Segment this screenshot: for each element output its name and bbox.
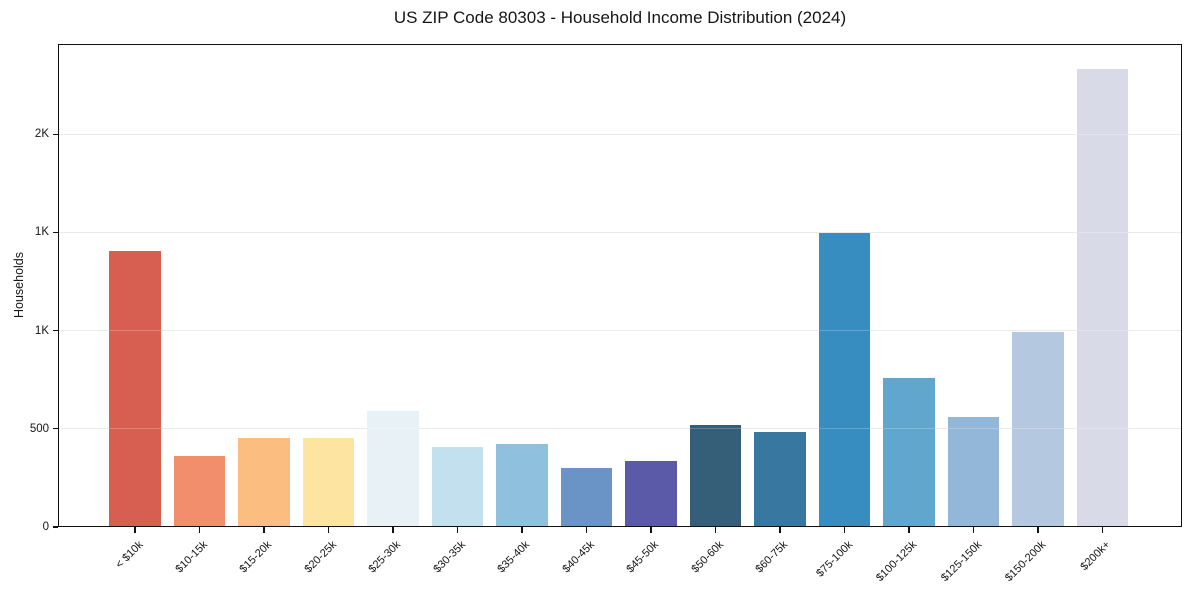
x-tick-mark (1101, 527, 1104, 533)
x-tick-mark (843, 527, 846, 533)
gridline-overlay (58, 133, 1182, 135)
x-tick-label: $150-200k (1002, 538, 1049, 585)
x-tick-mark (198, 527, 201, 533)
x-tick-mark (779, 527, 781, 533)
x-tick-label: $25-30k (366, 538, 404, 576)
x-tick-mark (972, 527, 975, 533)
chart-title: US ZIP Code 80303 - Household Income Dis… (393, 8, 847, 27)
x-tick-label: $100-125k (873, 538, 920, 585)
bar (431, 446, 484, 527)
y-tick-label: 1K (34, 226, 49, 239)
y-tick-mark (52, 231, 58, 234)
plot-area (58, 44, 1182, 527)
y-tick-label: 1K (34, 324, 49, 337)
bar (1076, 68, 1129, 527)
gridline-overlay (58, 231, 1182, 234)
gridline-overlay (58, 330, 1182, 332)
x-tick-label: $35-40k (495, 538, 533, 576)
bar (1012, 331, 1064, 527)
bar (883, 377, 935, 527)
gridline (58, 428, 1182, 430)
x-tick-mark (521, 527, 523, 533)
gridline (58, 330, 1182, 332)
y-axis-label: Households (12, 251, 26, 319)
x-tick-label: $30-35k (431, 538, 468, 576)
gridline (58, 231, 1182, 234)
bar (367, 411, 419, 527)
x-tick-mark (585, 527, 588, 533)
y-tick-mark (52, 428, 58, 430)
y-tick-mark (52, 133, 58, 135)
x-tick-label: $40-45k (560, 538, 597, 576)
x-tick-label: $15-20k (237, 538, 275, 576)
x-tick-mark (134, 527, 136, 533)
y-tick-mark (52, 526, 58, 528)
x-tick-label: $20-25k (302, 538, 339, 576)
bar (947, 417, 1000, 527)
x-tick-label: $10-15k (173, 538, 210, 576)
y-tick-label: 500 (29, 422, 49, 435)
x-tick-mark (456, 527, 459, 533)
x-tick-mark (650, 527, 652, 533)
bar (496, 443, 548, 527)
bar (173, 456, 226, 527)
gridline-overlay (58, 428, 1182, 430)
x-tick-mark (327, 527, 330, 533)
bar (625, 461, 677, 527)
gridline (58, 133, 1182, 135)
bar (560, 468, 613, 527)
bar (689, 424, 742, 527)
bar (109, 251, 161, 527)
bar (302, 437, 355, 527)
bar (754, 431, 806, 527)
y-tick-mark (52, 330, 58, 332)
x-tick-label: $125-150k (938, 538, 984, 585)
x-tick-label: $75-100k (813, 538, 855, 580)
y-tick-label: 0 (42, 521, 49, 533)
y-tick-label: 2K (34, 128, 49, 141)
x-tick-label: $200k+ (1078, 538, 1113, 573)
x-tick-mark (392, 527, 394, 533)
bar (818, 233, 871, 527)
x-tick-label: $50-60k (689, 538, 726, 576)
x-tick-mark (1037, 527, 1039, 533)
x-tick-label: < $10k (113, 538, 146, 571)
x-tick-label: $60-75k (753, 538, 791, 576)
x-tick-mark (714, 527, 717, 533)
x-tick-mark (263, 527, 265, 533)
x-tick-label: $45-50k (624, 538, 662, 576)
x-tick-mark (908, 527, 910, 533)
bar (238, 437, 290, 527)
